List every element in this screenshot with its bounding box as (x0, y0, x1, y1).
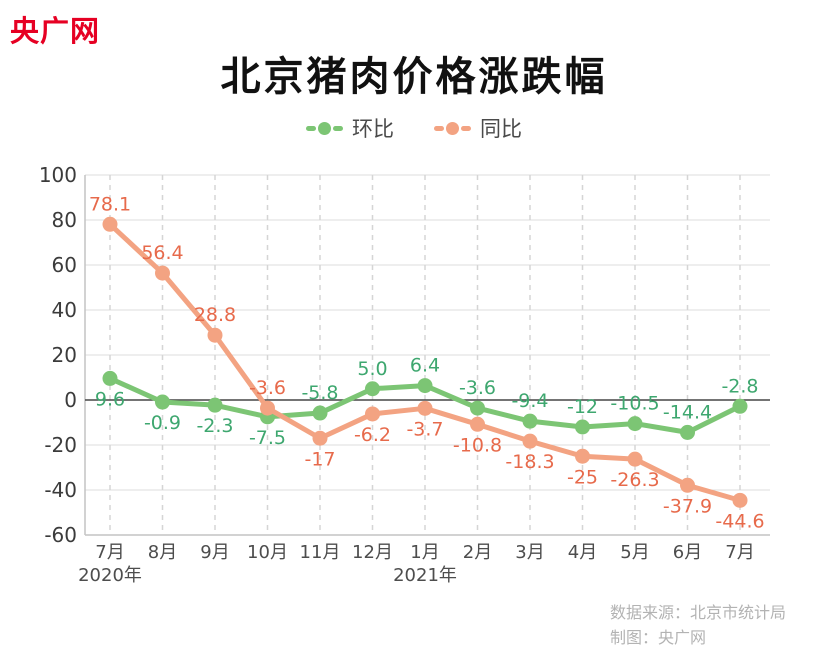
data-point-环比[interactable] (102, 370, 118, 386)
chart-title: 北京猪肉价格涨跌幅 (220, 54, 608, 100)
y-axis-tick-label: -40 (44, 478, 77, 502)
y-axis-tick-label: 100 (39, 163, 77, 187)
x-axis-year-label: 2020年 (78, 565, 142, 586)
legend-item-yoy[interactable]: 同比 (434, 113, 522, 143)
legend-item-mom[interactable]: 环比 (306, 113, 394, 143)
x-axis-tick-label: 4月 (568, 542, 597, 563)
x-axis-tick-label: 9月 (200, 542, 229, 563)
data-point-同比[interactable] (470, 416, 485, 432)
y-axis-tick-label: 0 (64, 388, 77, 412)
data-label-环比: -7.5 (249, 427, 286, 449)
y-axis-tick-label: 80 (52, 208, 77, 232)
legend-label-mom: 环比 (352, 117, 394, 141)
data-label-环比: -14.4 (663, 401, 712, 423)
x-axis-tick-label: 3月 (515, 542, 544, 563)
data-label-环比: -10.5 (610, 393, 659, 415)
data-point-环比[interactable] (575, 419, 590, 435)
x-axis-tick-label: 1月 (410, 542, 439, 563)
data-point-同比[interactable] (260, 400, 275, 416)
data-point-同比[interactable] (680, 477, 695, 493)
data-source-line: 数据来源：北京市统计局 (610, 603, 787, 622)
data-point-同比[interactable] (627, 451, 643, 467)
x-axis-year-label: 2021年 (393, 565, 457, 586)
x-axis-tick-label: 11月 (300, 542, 341, 563)
data-label-同比: -6.2 (354, 424, 391, 446)
data-label-同比: 56.4 (141, 242, 183, 264)
data-label-同比: 78.1 (89, 193, 131, 215)
data-label-同比: -25 (567, 466, 598, 488)
data-point-环比[interactable] (470, 400, 485, 416)
data-point-环比[interactable] (732, 398, 748, 414)
data-label-环比: 6.4 (410, 355, 440, 377)
credit-line: 制图：央广网 (610, 628, 707, 647)
data-label-同比: 28.8 (194, 304, 236, 326)
x-axis-tick-label: 6月 (673, 542, 702, 563)
x-axis-tick-label: 2月 (463, 542, 492, 563)
data-label-同比: -17 (304, 448, 335, 470)
legend-marker-orange-icon (434, 121, 471, 135)
data-point-环比[interactable] (312, 405, 328, 421)
x-axis-tick-label: 5月 (620, 542, 649, 563)
data-point-环比[interactable] (365, 381, 380, 397)
x-axis-tick-label: 7月 (95, 542, 124, 563)
data-point-环比[interactable] (207, 397, 223, 413)
data-point-同比[interactable] (365, 406, 380, 422)
data-point-环比[interactable] (522, 413, 538, 429)
legend-label-yoy: 同比 (480, 117, 522, 141)
data-point-环比[interactable] (627, 416, 643, 432)
data-label-环比: -5.8 (301, 382, 338, 404)
data-label-环比: -2.8 (721, 375, 758, 397)
data-label-环比: 9.6 (95, 388, 125, 410)
data-point-同比[interactable] (312, 430, 328, 446)
cnr-logo: 央广网 (10, 14, 101, 48)
data-label-环比: -12 (567, 396, 598, 418)
y-axis-tick-label: 40 (52, 298, 77, 322)
data-point-同比[interactable] (155, 265, 170, 281)
data-point-同比[interactable] (522, 433, 538, 449)
data-label-同比: -26.3 (610, 469, 659, 491)
y-axis-tick-label: 60 (52, 253, 77, 277)
data-label-环比: -2.3 (196, 415, 233, 437)
data-label-同比: -37.9 (663, 495, 712, 517)
data-point-同比[interactable] (575, 448, 590, 464)
y-axis-tick-label: 20 (52, 343, 77, 367)
data-label-同比: -10.8 (453, 434, 502, 456)
x-axis-tick-label: 7月 (725, 542, 754, 563)
data-label-环比: -9.4 (511, 390, 548, 412)
source-note: 数据来源：北京市统计局 制图：央广网 (610, 600, 786, 650)
x-axis-tick-label: 10月 (247, 542, 288, 563)
data-label-同比: -18.3 (505, 451, 554, 473)
data-label-同比: -3.6 (249, 377, 286, 399)
data-point-同比[interactable] (207, 327, 223, 343)
chart-legend: 环比 同比 (0, 113, 828, 143)
y-axis-tick-label: -60 (44, 523, 77, 547)
data-label-同比: -44.6 (715, 510, 764, 532)
x-axis-tick-label: 8月 (148, 542, 177, 563)
data-label-同比: -3.7 (406, 418, 443, 440)
y-axis-tick-label: -20 (44, 433, 77, 457)
x-axis-tick-label: 12月 (352, 542, 393, 563)
data-label-环比: -0.9 (144, 412, 181, 434)
legend-marker-green-icon (306, 121, 343, 135)
data-point-环比[interactable] (680, 424, 695, 440)
data-label-环比: -3.6 (459, 377, 496, 399)
data-label-环比: 5.0 (357, 358, 387, 380)
data-point-环比[interactable] (155, 394, 170, 410)
data-point-环比[interactable] (417, 378, 433, 394)
data-point-同比[interactable] (417, 400, 433, 416)
data-point-同比[interactable] (732, 492, 748, 508)
data-point-同比[interactable] (102, 216, 118, 232)
